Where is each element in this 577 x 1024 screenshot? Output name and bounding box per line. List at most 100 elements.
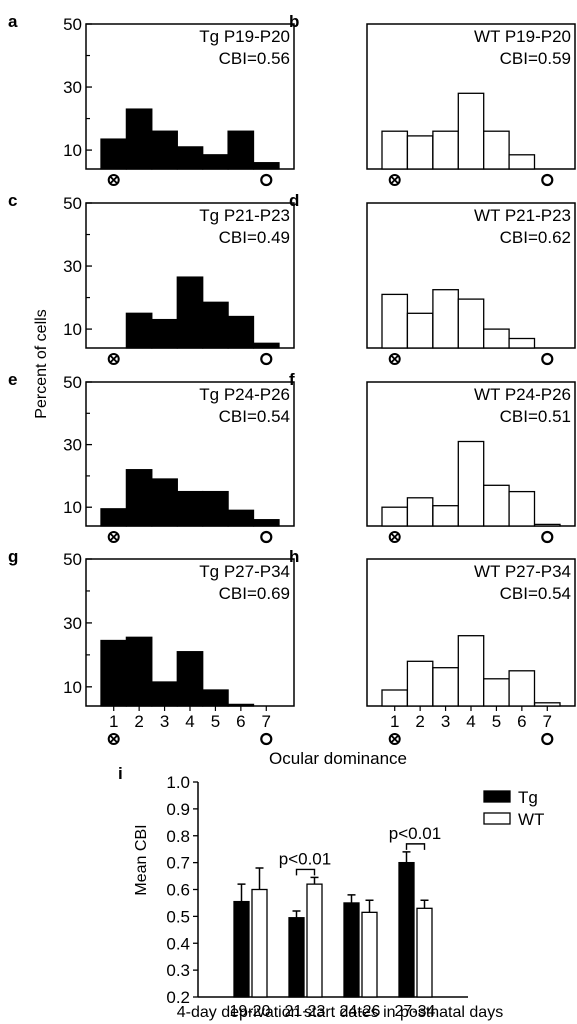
panel-title-f: WT P24-P26 <box>474 385 571 404</box>
legend: Tg WT <box>483 788 544 829</box>
bar-g-6 <box>227 703 255 707</box>
bar-a-7 <box>252 162 280 170</box>
summary-y-tick-label-0.8: 0.8 <box>166 827 190 846</box>
bar-f-3 <box>432 505 459 527</box>
summary-bar-tg-19-20 <box>233 900 250 998</box>
bar-d-6 <box>508 337 536 349</box>
bar-f-6 <box>508 490 536 527</box>
bar-e-6 <box>227 509 255 527</box>
bar-a-6 <box>227 130 255 170</box>
y-tick-label-g-10: 10 <box>63 678 82 697</box>
contralateral-cross-b-a <box>109 175 118 185</box>
contralateral-cross-b-f <box>390 532 399 542</box>
ipsilateral-eye-icon-e <box>260 530 273 544</box>
bar-b-5 <box>483 130 510 170</box>
bar-h-2 <box>406 660 434 707</box>
contralateral-cross-b-e <box>109 532 118 542</box>
bar-g-5 <box>202 689 229 707</box>
panel-i: i 0.2 0.3 0.4 0.5 0.6 0.7 0.8 0.9 1.0 19-20 21-23 24… <box>118 764 468 1020</box>
y-tick-label-a-30: 30 <box>63 78 82 97</box>
panel-cbi-c: CBI=0.49 <box>219 228 290 247</box>
bar-a-3 <box>151 130 178 170</box>
bar-c-3 <box>151 318 178 349</box>
summary-y-tick-label-0.7: 0.7 <box>166 854 190 873</box>
histogram-y-axis-label: Percent of cells <box>33 309 50 418</box>
x-tick-label-h-4: 4 <box>466 712 475 731</box>
panel-letter-e: e <box>8 370 17 389</box>
ipsilateral-eye-icon-d <box>541 352 554 366</box>
bar-c-6 <box>227 315 255 349</box>
summary-bar-wt-19-20 <box>251 888 268 998</box>
panel-title-d: WT P21-P23 <box>474 206 571 225</box>
bar-h-1 <box>381 689 409 707</box>
x-tick-label-g-2: 2 <box>134 712 143 731</box>
x-tick-label-g-5: 5 <box>211 712 220 731</box>
legend-label-tg: Tg <box>518 788 538 807</box>
bar-e-5 <box>202 490 229 527</box>
significance-label-27-34: p<0.01 <box>389 824 441 843</box>
y-tick-label-c-30: 30 <box>63 257 82 276</box>
summary-y-tick-label-0.6: 0.6 <box>166 881 190 900</box>
contralateral-cross-b-h <box>390 734 399 744</box>
panel-letter-g: g <box>8 547 18 566</box>
panel-cbi-a: CBI=0.56 <box>219 49 290 68</box>
summary-x-tick-label-19-20: 19-20 <box>230 1003 271 1020</box>
panel-letter-i: i <box>118 764 123 783</box>
bar-b-2 <box>406 135 434 170</box>
bar-e-2 <box>125 469 153 527</box>
bar-b-1 <box>381 130 409 170</box>
bar-g-3 <box>151 681 178 707</box>
ipsilateral-eye-icon-c <box>260 352 273 366</box>
panel-cbi-b: CBI=0.59 <box>500 49 571 68</box>
panel-letter-d: d <box>289 191 299 210</box>
panel-f: f WT P24-P26 CBI=0.51 <box>289 370 576 544</box>
legend-swatch-wt <box>483 812 511 825</box>
ipsilateral-eye-icon-h <box>541 732 554 746</box>
bar-d-5 <box>483 328 510 349</box>
panel-d: d WT P21-P23 CBI=0.62 <box>289 191 576 366</box>
bar-b-4 <box>457 92 485 170</box>
summary-x-tick-label-24-26: 24-26 <box>340 1003 381 1020</box>
contralateral-cross-b-b <box>390 175 399 185</box>
bar-e-4 <box>176 490 204 527</box>
y-tick-label-e-50: 50 <box>63 373 82 392</box>
x-tick-label-h-3: 3 <box>441 712 450 731</box>
summary-x-axis-label: 4-day deprivation start dates in postnat… <box>177 1004 503 1021</box>
bar-f-4 <box>457 440 485 527</box>
panel-cbi-d: CBI=0.62 <box>500 228 571 247</box>
bar-f-7 <box>533 523 561 527</box>
x-tick-label-h-6: 6 <box>517 712 526 731</box>
y-tick-label-a-50: 50 <box>63 15 82 34</box>
x-tick-label-g-3: 3 <box>160 712 169 731</box>
summary-y-axis-label: Mean CBI <box>133 824 150 895</box>
bar-b-6 <box>508 154 536 170</box>
summary-bar-wt-27-34 <box>416 907 433 998</box>
histogram-x-axis-label: Ocular dominance <box>269 749 407 768</box>
summary-bar-wt-21-23 <box>306 883 323 998</box>
y-tick-label-c-50: 50 <box>63 194 82 213</box>
summary-y-tick-label-0.2: 0.2 <box>166 988 190 1007</box>
panel-title-a: Tg P19-P20 <box>199 27 290 46</box>
significance-label-21-23: p<0.01 <box>279 849 331 868</box>
y-tick-label-g-50: 50 <box>63 550 82 569</box>
panel-b: b WT P19-P20 CBI=0.59 <box>289 12 576 187</box>
bar-g-4 <box>176 651 204 707</box>
bar-a-1 <box>100 138 128 170</box>
bar-h-3 <box>432 667 459 707</box>
panel-a: a 10 30 50 Tg P19-P20 CBI=0.56 <box>8 12 295 187</box>
significance-bracket-27-34 <box>405 843 426 850</box>
bar-a-4 <box>176 146 204 170</box>
bar-f-5 <box>483 484 510 527</box>
summary-bar-tg-24-26 <box>343 902 360 998</box>
bar-b-3 <box>432 130 459 170</box>
panel-cbi-h: CBI=0.54 <box>500 584 571 603</box>
bar-g-2 <box>125 636 153 707</box>
summary-bar-tg-27-34 <box>398 861 415 998</box>
summary-x-tick-label-27-34: 27-34 <box>395 1003 436 1020</box>
panel-title-h: WT P27-P34 <box>474 562 571 581</box>
bar-c-4 <box>176 276 204 349</box>
panel-c: c 10 30 50 Tg P21-P23 CBI=0.49 <box>8 191 295 366</box>
summary-bar-wt-24-26 <box>361 911 378 998</box>
significance-bracket-21-23 <box>295 868 316 876</box>
contralateral-cross-b-g <box>109 734 118 744</box>
